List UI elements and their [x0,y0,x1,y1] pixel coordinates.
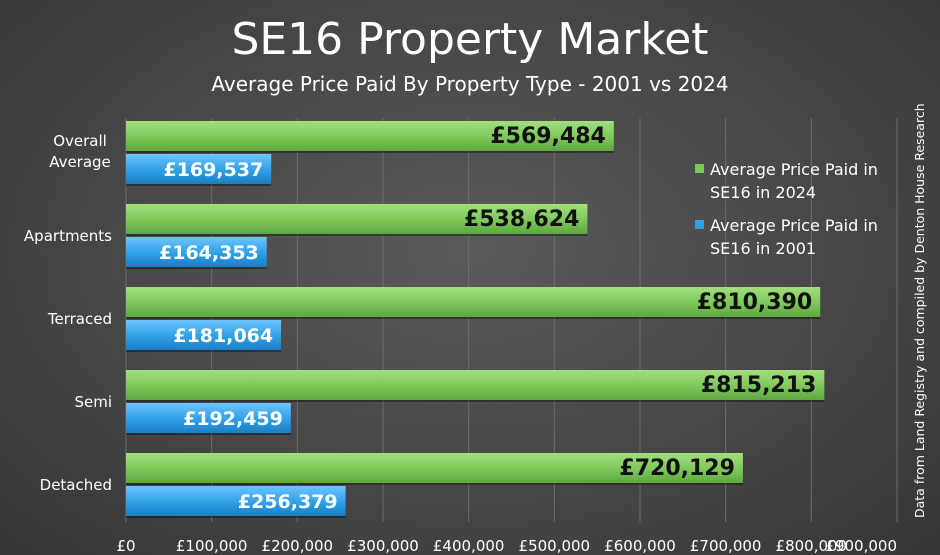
category-label: Terraced [47,310,112,328]
legend-swatch-2024 [695,164,704,173]
category-label: Detached [40,476,112,494]
x-tick-label: £800,000 [776,537,848,555]
bar-2024-overall-average [126,121,614,151]
bars [126,121,825,518]
bar-2024-semi [126,370,825,400]
legend-swatch-2001 [695,220,704,229]
bar-2001-apartments [126,237,267,267]
chart-title: SE16 Property Market [231,14,709,65]
legend-label: SE16 in 2001 [710,239,816,258]
bar-2001-detached [126,486,346,516]
x-tick-label: £0 [116,537,135,555]
data-label: £164,353 [159,242,259,264]
x-tick-label: £900,000 [825,537,897,555]
bar-2001-overall-average [126,154,272,184]
legend-label: SE16 in 2024 [710,183,816,202]
category-labels: Overall Average Apartments Terraced Semi Deta… [24,132,112,494]
x-tick-label: £300,000 [347,537,419,555]
data-labels: £569,484 £169,537 £538,624 £164,353 £810,390… [159,124,816,513]
bar-2024-detached [126,453,743,483]
data-label: £192,459 [183,408,283,430]
category-label: Average [49,153,111,171]
legend-label: Average Price Paid in [710,216,878,235]
bar-2001-terraced [126,320,282,350]
legend: Average Price Paid in SE16 in 2024 Average… [695,160,878,258]
bar-2024-apartments [126,204,588,234]
bar-2001-semi [126,403,291,433]
data-label: £720,129 [619,456,735,481]
category-label: Overall [53,132,107,150]
x-tick-labels: £0 £100,000 £200,000 £300,000 £400,000 £500,0… [116,537,897,555]
data-label: £569,484 [490,124,606,149]
x-tick-label: £700,000 [690,537,762,555]
x-tick-label: £500,000 [519,537,591,555]
data-label: £815,213 [701,373,817,398]
x-tick-label: £200,000 [262,537,334,555]
bar-2024-terraced [126,287,821,317]
chart-subtitle: Average Price Paid By Property Type - 20… [211,72,729,96]
category-label: Apartments [24,227,112,245]
x-tick-label: £400,000 [433,537,505,555]
data-label: £181,064 [173,325,273,347]
data-label: £538,624 [464,207,580,232]
source-note: Data from Land Registry and compiled by … [912,103,927,518]
data-label: £256,379 [238,491,338,513]
category-label: Semi [74,393,112,411]
legend-label: Average Price Paid in [710,160,878,179]
x-tick-label: £100,000 [176,537,248,555]
data-label: £169,537 [163,159,263,181]
data-label: £810,390 [697,290,813,315]
x-tick-label: £600,000 [604,537,676,555]
